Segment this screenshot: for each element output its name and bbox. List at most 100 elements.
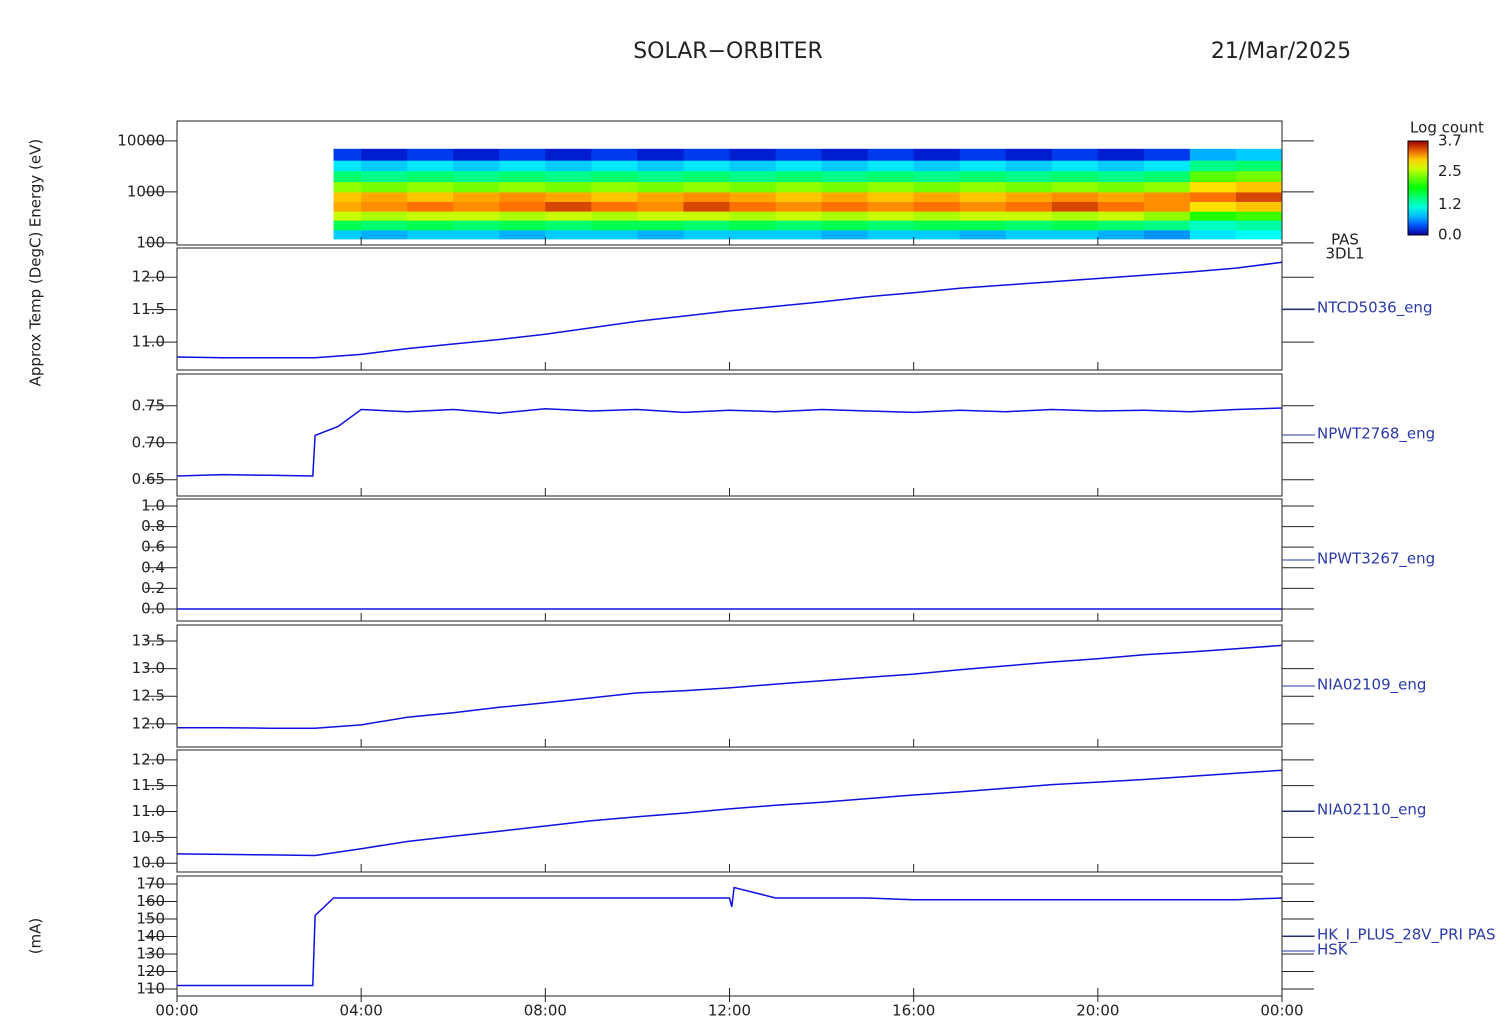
heat-cell (453, 181, 500, 193)
x-tick-label: 04:00 (340, 1002, 383, 1020)
heat-cell (1097, 170, 1145, 183)
heat-cell (1143, 191, 1191, 202)
heat-cell (959, 170, 1007, 183)
heat-cell (1005, 170, 1053, 183)
heat-cell (775, 191, 823, 202)
panel-label: NIA02109_eng (1317, 676, 1426, 695)
colorbar-tick-label: 2.5 (1438, 162, 1462, 180)
heat-cell (361, 170, 408, 183)
panel-frame (176, 875, 1283, 997)
heat-cell (1235, 148, 1283, 161)
date: 21/Mar/2025 (1211, 39, 1351, 64)
heat-cell (1005, 191, 1053, 202)
heat-cell (959, 181, 1007, 193)
data-line (177, 644, 1283, 729)
x-tick-label: 20:00 (1076, 1002, 1119, 1020)
heat-cell (959, 229, 1007, 240)
heat-cell (499, 201, 546, 212)
heat-cell (333, 170, 362, 183)
heat-cell (683, 211, 730, 221)
heat-cell (591, 181, 638, 193)
heat-cell (545, 160, 592, 172)
colorbar-tick-label: 3.7 (1438, 132, 1462, 150)
heat-cell (913, 201, 961, 212)
heat-cell (1097, 148, 1145, 161)
heat-cell (729, 220, 777, 231)
heat-cell (775, 211, 823, 221)
heat-cell (453, 229, 500, 240)
x-tick-label: 08:00 (524, 1002, 567, 1020)
x-tick-label: 00:00 (155, 1002, 198, 1020)
heat-cell (683, 181, 730, 193)
panel-frame (176, 498, 1283, 622)
heat-cell (1005, 211, 1053, 221)
heat-cell (821, 160, 869, 172)
y-axis-label: Energy (eV) (27, 139, 45, 227)
y-tick-label: 10000 (117, 131, 165, 149)
heat-cell (867, 148, 915, 161)
y-axis-label: (mA) (27, 918, 45, 955)
heat-cell (1143, 229, 1191, 240)
heat-cell (1097, 229, 1145, 240)
heat-cell (821, 170, 869, 183)
heat-cell (453, 160, 500, 172)
heat-cell (913, 170, 961, 183)
heat-cell (1235, 220, 1283, 231)
heat-cell (545, 229, 592, 240)
heat-cell (959, 191, 1007, 202)
heat-cell (683, 229, 730, 240)
colorbar-tick-label: 0.0 (1438, 226, 1462, 244)
heat-cell (821, 201, 869, 212)
heat-cell (867, 220, 915, 231)
heat-cell (1005, 160, 1053, 172)
heat-cell (591, 211, 638, 221)
heat-cell (775, 220, 823, 231)
heat-cell (1143, 181, 1191, 193)
panel-sublabel: 3DL1 (1326, 245, 1365, 263)
heat-cell (821, 229, 869, 240)
heat-cell (1097, 220, 1145, 231)
colorbar-tick-label: 1.2 (1438, 195, 1462, 213)
heat-cell (545, 201, 592, 212)
heat-cell (1143, 220, 1191, 231)
heat-cell (1097, 191, 1145, 202)
heat-cell (1189, 220, 1237, 231)
heat-cell (913, 211, 961, 221)
heat-cell (867, 201, 915, 212)
heat-cell (1051, 211, 1099, 221)
heat-cell (913, 220, 961, 231)
heat-cell (683, 191, 730, 202)
panel-label: NPWT2768_eng (1317, 425, 1435, 444)
heat-cell (1005, 201, 1053, 212)
heat-cell (545, 191, 592, 202)
heat-cell (959, 201, 1007, 212)
heat-cell (499, 170, 546, 183)
heat-cell (729, 229, 777, 240)
heat-cell (1005, 181, 1053, 193)
heat-cell (913, 148, 961, 161)
heat-cell (1051, 220, 1099, 231)
heat-cell (1051, 201, 1099, 212)
heat-cell (1051, 160, 1099, 172)
heat-cell (1143, 160, 1191, 172)
heat-cell (1051, 229, 1099, 240)
heat-cell (913, 191, 961, 202)
heat-cell (637, 191, 684, 202)
heat-cell (545, 220, 592, 231)
heat-cell (959, 148, 1007, 161)
heat-cell (729, 148, 777, 161)
heat-cell (545, 170, 592, 183)
heat-cell (333, 229, 362, 240)
panel-label: NPWT3267_eng (1317, 550, 1435, 569)
heat-cell (683, 220, 730, 231)
heat-cell (1235, 160, 1283, 172)
heat-cell (453, 211, 500, 221)
heat-cell (1051, 191, 1099, 202)
heat-cell (361, 148, 408, 161)
heat-cell (499, 181, 546, 193)
heat-cell (959, 160, 1007, 172)
panel-frame (176, 247, 1283, 371)
heat-cell (1051, 181, 1099, 193)
heat-cell (591, 160, 638, 172)
